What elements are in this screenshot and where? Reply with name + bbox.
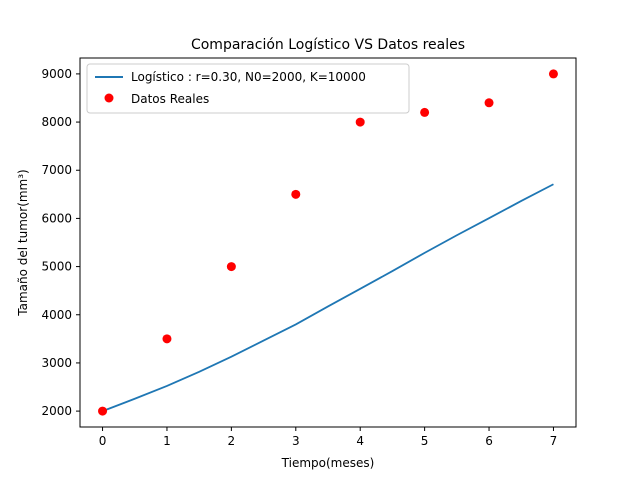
y-tick-label: 8000 xyxy=(41,115,72,129)
x-tick-label: 1 xyxy=(163,434,171,448)
y-tick-label: 4000 xyxy=(41,308,72,322)
series-layer xyxy=(98,69,558,416)
x-axis-label: Tiempo(meses) xyxy=(281,456,375,470)
data-point xyxy=(420,107,430,117)
data-point xyxy=(355,117,365,127)
logistic-curve-line xyxy=(102,183,554,412)
y-tick-label: 3000 xyxy=(41,356,72,370)
y-tick-label: 6000 xyxy=(41,211,72,225)
axes-frame xyxy=(79,57,577,428)
x-tick-label: 7 xyxy=(550,434,558,448)
axis-ticks: 0 1 2 3 4 5 6 7 2000 3000 4000 5000 6000 7000 8000 9000 xyxy=(41,67,557,448)
y-axis-label: Tamaño del tumor(mm³) xyxy=(16,169,30,316)
legend-box xyxy=(86,63,410,114)
y-tick-label: 7000 xyxy=(41,163,72,177)
legend: Logístico : r=0.30, N0=2000, K=10000 Dat… xyxy=(86,63,410,114)
y-tick-label: 5000 xyxy=(41,260,72,274)
legend-label-real-data: Datos Reales xyxy=(131,92,209,106)
data-point xyxy=(484,98,494,108)
y-tick-label: 2000 xyxy=(41,404,72,418)
data-point xyxy=(162,334,172,344)
x-tick-label: 5 xyxy=(421,434,429,448)
legend-marker-swatch xyxy=(104,93,114,103)
x-tick-label: 4 xyxy=(356,434,364,448)
x-tick-label: 2 xyxy=(228,434,236,448)
x-tick-label: 6 xyxy=(485,434,493,448)
data-point xyxy=(291,189,301,199)
data-point xyxy=(548,69,558,79)
data-point xyxy=(226,262,236,272)
y-tick-label: 9000 xyxy=(41,67,72,81)
x-tick-label: 0 xyxy=(99,434,107,448)
x-tick-label: 3 xyxy=(292,434,300,448)
legend-label-logistic: Logístico : r=0.30, N0=2000, K=10000 xyxy=(131,70,366,84)
data-point xyxy=(98,406,108,416)
chart-title: Comparación Logístico VS Datos reales xyxy=(191,37,465,53)
